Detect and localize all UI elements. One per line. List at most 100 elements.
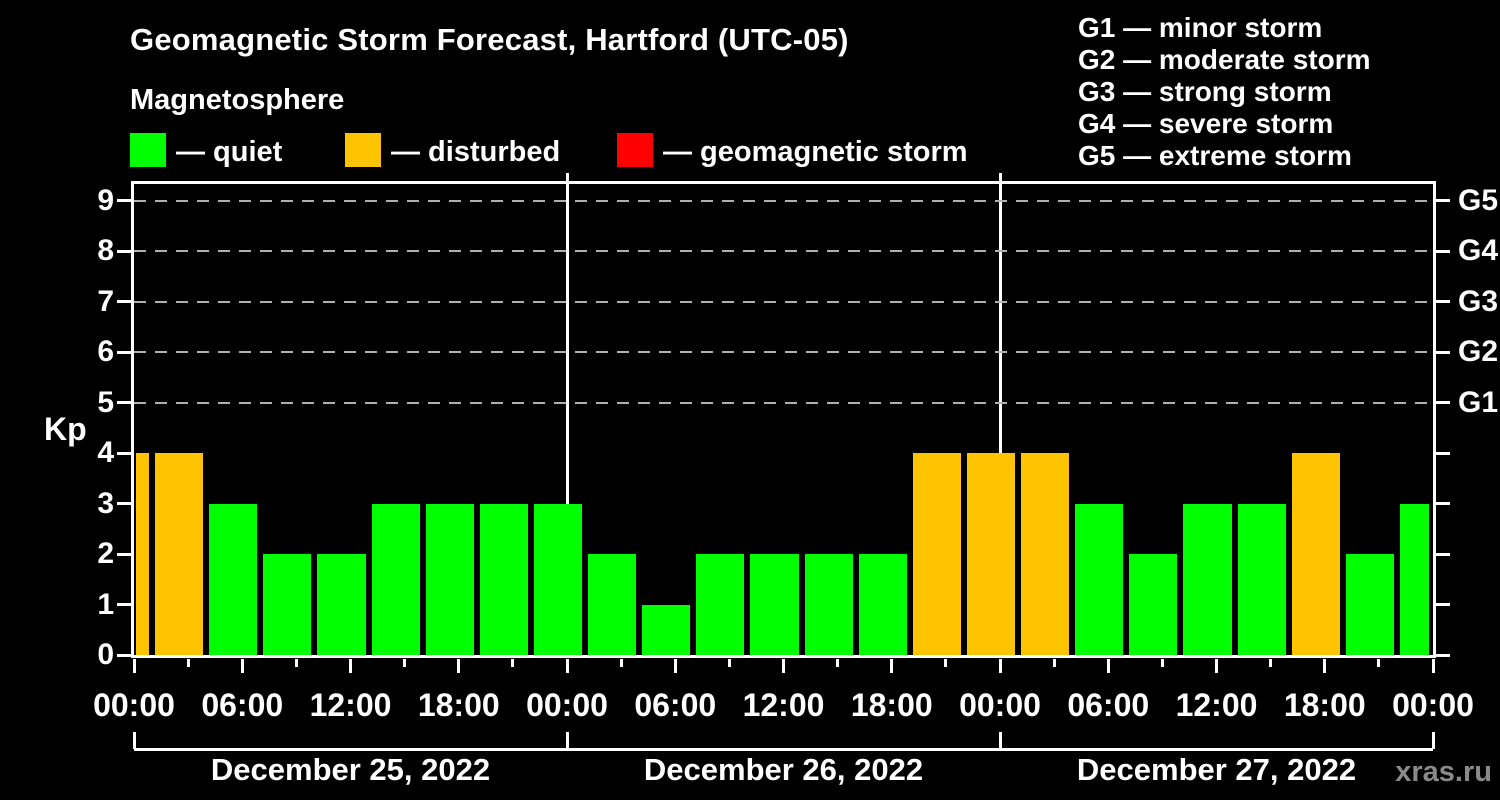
kp-bar [479,503,528,655]
x-tick-minor [186,659,190,667]
kp-bar [588,554,637,655]
kp-bar [804,554,853,655]
x-tick-minor [1052,659,1056,667]
gridline-kp9 [134,199,1433,202]
right-axis-label-G1: G1 [1458,385,1499,419]
g-scale-legend: G1 — minor storm G2 — moderate storm G3 — … [1078,12,1371,172]
y-tick-left [117,249,131,253]
gridline-kp5 [134,401,1433,404]
y-axis-label-9: 9 [97,183,114,217]
x-tick-major [240,659,244,673]
x-tick-minor [403,659,407,667]
quiet-legend-label: — quiet [176,136,283,168]
y-tick-right [1436,502,1450,505]
kp-bar [136,453,150,655]
y-tick-right [1436,653,1450,657]
g-legend-row-2: G2 — moderate storm [1078,44,1371,75]
storm-legend-label: — geomagnetic storm [663,136,968,168]
kp-bar [966,453,1016,655]
kp-bar [912,453,961,655]
y-axis-label-6: 6 [97,335,114,368]
date-boundary-tick [1431,732,1435,749]
y-axis-label-2: 2 [97,537,114,570]
kp-bar [1399,503,1429,655]
y-tick-right [1436,401,1450,404]
x-tick-minor [1160,659,1164,667]
x-tick-major [1215,659,1218,673]
x-tick-minor [619,659,623,667]
subtitle-magnetosphere: Magnetosphere [130,84,345,116]
storm-legend-swatch [617,133,653,167]
x-tick-major [890,659,894,673]
g-legend-row-3: G3 — strong storm [1078,76,1332,107]
y-axis-label-0: 0 [97,638,114,671]
x-tick-minor [511,659,515,667]
y-axis-label-7: 7 [97,284,114,318]
y-axis-label-1: 1 [97,587,114,621]
kp-bar [1075,503,1124,655]
y-tick-left [117,401,131,404]
y-tick-right [1436,350,1450,354]
date-label-day-3: December 27, 2022 [1076,752,1357,787]
x-axis-label: 00:00 [526,687,608,723]
page-title: Geomagnetic Storm Forecast, Hartford (UT… [130,22,849,57]
day-boundary-line [998,173,1002,655]
x-axis-label: 06:00 [634,687,717,723]
quiet-legend-swatch [130,133,166,167]
x-tick-major [673,659,677,673]
gridline-kp6 [134,351,1433,353]
g-legend-row-1: G1 — minor storm [1078,12,1323,43]
disturbed-legend-label: — disturbed [391,136,561,168]
x-axis-label: 18:00 [417,687,500,723]
kp-bar [263,554,312,655]
right-axis-label-G4: G4 [1458,234,1499,267]
y-tick-left [117,199,131,202]
x-tick-minor [294,659,298,667]
kp-bar [533,503,583,655]
y-tick-right [1436,199,1450,202]
kp-bar [1237,503,1286,655]
kp-bar [1183,503,1232,655]
y-axis-label-3: 3 [97,486,114,520]
x-axis-label: 00:00 [1392,687,1474,723]
x-tick-major [1323,659,1327,673]
kp-bar [317,554,366,655]
kp-bar [696,554,745,655]
plot-area [134,184,1433,655]
x-tick-major [1431,659,1435,673]
x-tick-major [782,659,785,673]
kp-bar [1129,554,1178,655]
kp-bar [209,503,258,655]
x-tick-major [349,659,352,673]
y-axis-label-8: 8 [97,234,114,267]
date-boundary-tick [132,732,136,749]
x-axis-label: 00:00 [93,687,175,723]
x-tick-major [565,659,569,673]
day-boundary-line [565,173,569,655]
g-legend-row-4: G4 — severe storm [1078,108,1334,139]
y-axis-label-4: 4 [97,436,114,469]
y-tick-right [1436,451,1450,455]
plot-frame [131,181,1436,658]
gridline-kp8 [134,250,1433,252]
date-boundary-tick [998,732,1002,749]
x-tick-minor [944,659,948,667]
kp-bar [1291,453,1340,655]
right-axis-label-G3: G3 [1458,284,1499,318]
disturbed-legend-swatch [345,133,381,167]
kp-bar [425,503,474,655]
kp-bar [642,604,691,655]
right-axis-label-G2: G2 [1458,335,1499,368]
x-axis-label: 06:00 [201,687,284,723]
y-tick-left [117,350,131,354]
x-tick-major [998,659,1002,673]
y-tick-left [117,502,131,505]
date-label-day-2: December 26, 2022 [643,752,924,787]
g-legend-row-5: G5 — extreme storm [1078,140,1352,171]
x-axis-label: 12:00 [742,687,825,723]
y-tick-right [1436,603,1450,606]
kp-bar [1021,453,1070,655]
kp-bar [858,554,907,655]
y-tick-left [117,603,131,606]
